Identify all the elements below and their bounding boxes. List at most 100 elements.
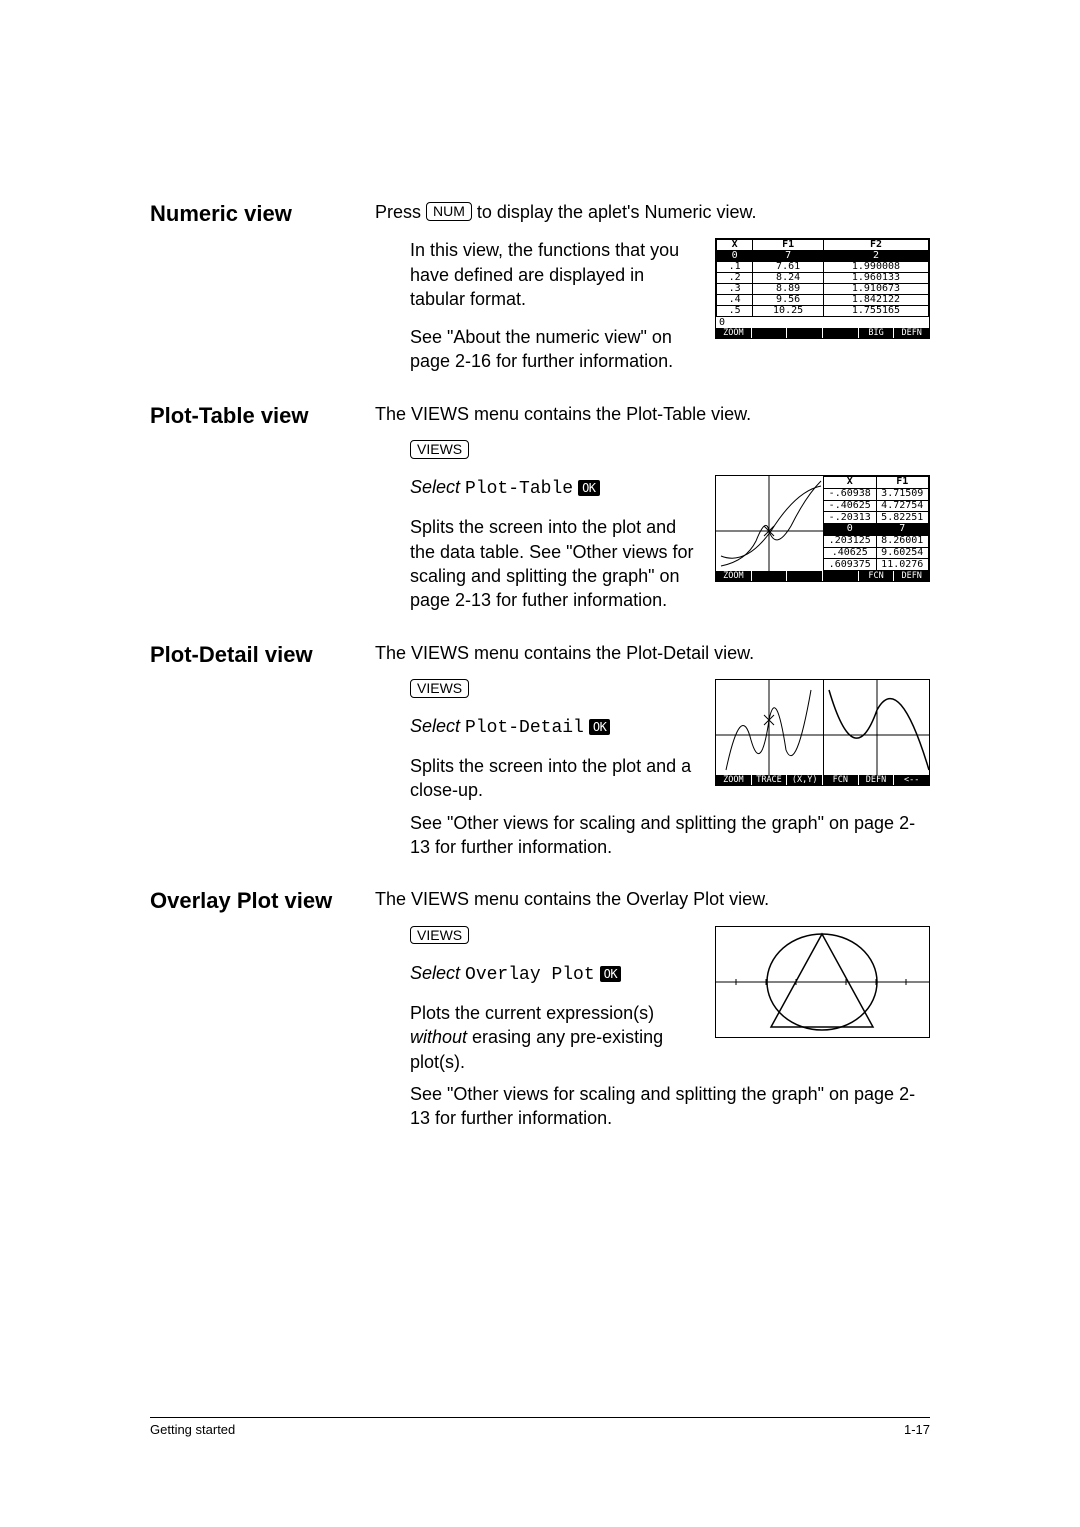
text: Select: [410, 477, 465, 497]
ok-softkey: OK: [578, 480, 599, 496]
plot-graph-icon: [716, 476, 823, 571]
col-x: X: [824, 477, 877, 489]
cmd: Plot-Table: [465, 479, 573, 499]
softkey: ZOOM: [716, 328, 752, 338]
softkey: [787, 571, 823, 581]
cmd: Plot-Detail: [465, 718, 584, 738]
cell: .609375: [824, 559, 877, 571]
plotdetail-intro: The VIEWS menu contains the Plot-Detail …: [375, 641, 930, 665]
cell: 7: [753, 251, 824, 262]
softkey: [752, 328, 788, 338]
section-plot-table: Plot-Table view The VIEWS menu contains …: [150, 402, 930, 613]
cell: 0: [717, 251, 753, 262]
cell: -.40625: [824, 500, 877, 512]
plottable-select: Select Plot-Table OK: [410, 475, 700, 501]
text: Select: [410, 716, 465, 736]
plot-right-icon: [823, 680, 930, 775]
overlay-p1: Plots the current expression(s) without …: [410, 1001, 700, 1074]
cell: .203125: [824, 535, 877, 547]
cell: 4.72754: [876, 500, 929, 512]
page: Numeric view Press NUM to display the ap…: [0, 0, 1080, 1527]
numeric-screenshot: XF1F2 072 .17.611.990008 .28.241.960133 …: [715, 238, 930, 339]
softkey: FCN: [859, 571, 895, 581]
plotdetail-p1: Splits the screen into the plot and a cl…: [410, 754, 700, 803]
text: Plots the current expression(s): [410, 1003, 654, 1023]
softkey: DEFN: [859, 775, 895, 785]
cell: -.20313: [824, 512, 877, 524]
overlay-select: Select Overlay Plot OK: [410, 961, 700, 987]
heading-plot-detail: Plot-Detail view: [150, 641, 355, 669]
cell: .3: [717, 284, 753, 295]
cell: 5.82251: [876, 512, 929, 524]
footer-left: Getting started: [150, 1422, 235, 1437]
cell: .4: [717, 295, 753, 306]
col-f1: F1: [876, 477, 929, 489]
cell: 1.910673: [823, 284, 928, 295]
heading-plot-table: Plot-Table view: [150, 402, 355, 430]
cell: 8.24: [753, 273, 824, 284]
col-f2: F2: [823, 240, 928, 251]
softkey: BIG: [859, 328, 895, 338]
ok-softkey: OK: [589, 719, 610, 735]
softkey: ZOOM: [716, 571, 752, 581]
softkey: [823, 328, 859, 338]
text: to display the aplet's Numeric view.: [472, 202, 757, 222]
softkey: DEFN: [894, 328, 929, 338]
plotdetail-screenshot: ZOOM TRACE (X,Y) FCN DEFN <--: [715, 679, 930, 786]
col-x: X: [717, 240, 753, 251]
cell: 7: [876, 524, 929, 536]
cmd: Overlay Plot: [465, 965, 595, 985]
softkey: <--: [894, 775, 929, 785]
text: without: [410, 1027, 472, 1047]
softkey: [787, 328, 823, 338]
section-overlay: Overlay Plot view The VIEWS menu contain…: [150, 887, 930, 1130]
plottable-p1: Splits the screen into the plot and the …: [410, 515, 700, 612]
text: Select: [410, 963, 465, 983]
softkey: FCN: [823, 775, 859, 785]
status: 0: [716, 317, 929, 328]
plot-left-icon: [716, 680, 823, 775]
heading-overlay: Overlay Plot view: [150, 887, 355, 915]
numeric-p1: In this view, the functions that you hav…: [410, 238, 700, 311]
cell: 10.25: [753, 306, 824, 317]
cell: 3.71509: [876, 488, 929, 500]
num-key: NUM: [426, 202, 472, 221]
softkey: [823, 571, 859, 581]
cell: 2: [823, 251, 928, 262]
overlay-p2: See "Other views for scaling and splitti…: [410, 1082, 930, 1131]
cell: 11.0276: [876, 559, 929, 571]
text: Press: [375, 202, 426, 222]
views-key: VIEWS: [410, 679, 469, 698]
page-footer: Getting started 1-17: [150, 1417, 930, 1437]
section-plot-detail: Plot-Detail view The VIEWS menu contains…: [150, 641, 930, 860]
cell: .40625: [824, 547, 877, 559]
views-key: VIEWS: [410, 440, 469, 459]
cell: 8.26001: [876, 535, 929, 547]
numeric-p2: See "About the numeric view" on page 2-1…: [410, 325, 700, 374]
cell: 7.61: [753, 262, 824, 273]
cell: 9.56: [753, 295, 824, 306]
cell: 1.960133: [823, 273, 928, 284]
softkey: TRACE: [752, 775, 788, 785]
cell: -.60938: [824, 488, 877, 500]
cell: 1.755165: [823, 306, 928, 317]
softkey: DEFN: [894, 571, 929, 581]
plotdetail-p2: See "Other views for scaling and splitti…: [410, 811, 930, 860]
ok-softkey: OK: [600, 966, 621, 982]
cell: 8.89: [753, 284, 824, 295]
softkey: (X,Y): [787, 775, 823, 785]
softkey: ZOOM: [716, 775, 752, 785]
overlay-plot-icon: [716, 927, 929, 1037]
plottable-intro: The VIEWS menu contains the Plot-Table v…: [375, 402, 930, 426]
views-key: VIEWS: [410, 926, 469, 945]
plotdetail-select: Select Plot-Detail OK: [410, 714, 700, 740]
cell: 9.60254: [876, 547, 929, 559]
col-f1: F1: [753, 240, 824, 251]
cell: 1.842122: [823, 295, 928, 306]
heading-numeric: Numeric view: [150, 200, 355, 228]
cell: 1.990008: [823, 262, 928, 273]
overlay-screenshot: [715, 926, 930, 1038]
section-numeric: Numeric view Press NUM to display the ap…: [150, 200, 930, 374]
footer-right: 1-17: [904, 1422, 930, 1437]
cell: .5: [717, 306, 753, 317]
